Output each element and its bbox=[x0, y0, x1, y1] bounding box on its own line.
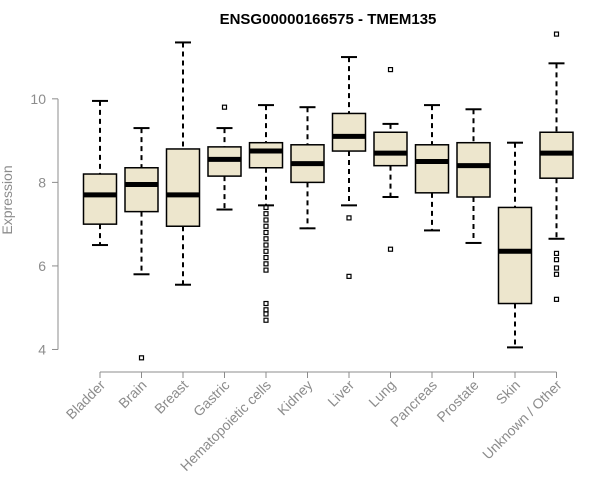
iqr-box bbox=[165, 148, 201, 227]
outlier-point bbox=[263, 254, 269, 261]
outlier-point bbox=[263, 317, 269, 323]
outlier-point bbox=[553, 31, 560, 37]
outlier-point bbox=[553, 271, 560, 277]
x-tick-label: Liver bbox=[324, 377, 357, 410]
outlier-point bbox=[346, 215, 352, 221]
box-bladder bbox=[82, 99, 118, 247]
x-tick-label: Bladder bbox=[63, 377, 109, 423]
y-tick-label: 4 bbox=[38, 341, 46, 357]
box-gastric bbox=[207, 104, 242, 211]
iqr-box bbox=[331, 112, 367, 152]
outlier-point bbox=[263, 204, 269, 211]
box-liver bbox=[331, 56, 367, 279]
box-pancreas bbox=[414, 104, 450, 232]
iqr-box bbox=[82, 173, 118, 225]
outlier-point bbox=[387, 66, 394, 73]
x-tick-label: Skin bbox=[493, 377, 524, 408]
outlier-point bbox=[553, 250, 560, 256]
outlier-point bbox=[263, 261, 269, 267]
x-tick-label: Unknown / Other bbox=[479, 377, 565, 463]
iqr-box bbox=[373, 131, 408, 167]
outlier-point bbox=[387, 246, 394, 252]
y-axis-label: Expression bbox=[0, 165, 15, 234]
outlier-point bbox=[263, 242, 269, 248]
box-prostate bbox=[456, 108, 491, 244]
x-tick-label: Prostate bbox=[433, 377, 481, 425]
box-skin bbox=[497, 141, 533, 349]
box-brain bbox=[124, 127, 159, 361]
x-tick-label: Kidney bbox=[274, 377, 316, 419]
box-kidney bbox=[290, 106, 325, 230]
box-unknown-other bbox=[539, 31, 574, 302]
iqr-box bbox=[414, 144, 450, 194]
y-tick-label: 6 bbox=[38, 258, 46, 274]
outlier-point bbox=[263, 229, 269, 236]
chart-title: ENSG00000166575 - TMEM135 bbox=[220, 11, 437, 28]
outlier-point bbox=[263, 223, 269, 229]
box-lung bbox=[373, 66, 408, 252]
y-tick-label: 10 bbox=[30, 91, 46, 107]
outlier-point bbox=[263, 217, 269, 223]
iqr-box bbox=[248, 141, 284, 169]
outlier-point bbox=[553, 257, 560, 263]
iqr-box bbox=[497, 206, 533, 305]
outlier-point bbox=[263, 311, 269, 317]
outlier-point bbox=[263, 236, 269, 242]
outlier-point bbox=[553, 265, 560, 271]
box-hematopoietic-cells bbox=[248, 104, 284, 323]
y-tick-label: 8 bbox=[38, 174, 46, 190]
outlier-point bbox=[138, 355, 145, 361]
outlier-point bbox=[263, 300, 269, 307]
outlier-point bbox=[263, 248, 269, 254]
iqr-box bbox=[124, 167, 159, 213]
outlier-point bbox=[221, 104, 228, 110]
outlier-point bbox=[263, 267, 269, 273]
outlier-point bbox=[346, 273, 352, 279]
x-tick-label: Brain bbox=[115, 377, 149, 411]
boxes-group bbox=[82, 31, 574, 361]
iqr-box bbox=[456, 141, 491, 198]
box-breast bbox=[165, 41, 201, 286]
y-axis: 4 6 8 10 bbox=[30, 91, 59, 357]
x-tick-label: Breast bbox=[151, 377, 191, 417]
x-tick-label: Lung bbox=[365, 377, 398, 410]
outlier-point bbox=[263, 307, 269, 313]
outlier-point bbox=[553, 296, 560, 302]
outlier-point bbox=[263, 211, 269, 217]
